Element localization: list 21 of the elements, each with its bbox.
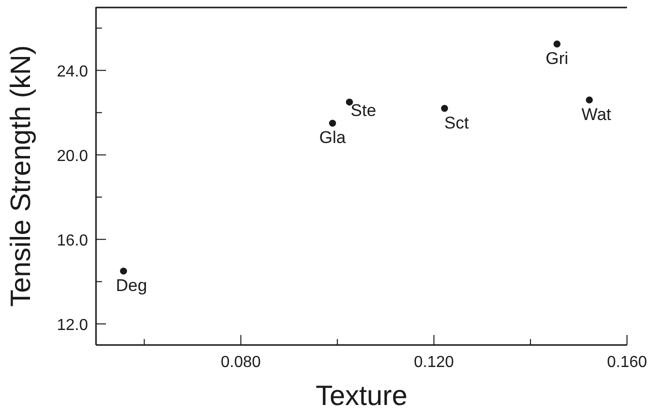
- point: [441, 104, 448, 112]
- point: [586, 96, 593, 104]
- y-tick-label: 24.0: [56, 63, 88, 80]
- y-tick-label: 16.0: [56, 232, 88, 250]
- y-tick-label: 20.0: [56, 148, 88, 165]
- annotation: Gla: [319, 128, 346, 148]
- y-axis-title: Tensile Strength (kN): [5, 45, 36, 307]
- x-axis-title: Texture: [316, 380, 408, 411]
- point: [120, 268, 128, 275]
- point: [554, 40, 561, 48]
- point: [329, 120, 336, 127]
- annotation: Sct: [444, 113, 470, 132]
- point: [346, 98, 353, 106]
- y-tick-label: 12.0: [56, 316, 88, 334]
- annotation: Gri: [546, 48, 568, 68]
- annotation: Wat: [582, 104, 612, 124]
- annotation: Ste: [350, 101, 376, 120]
- x-tick-label: 0.080: [220, 354, 261, 371]
- x-tick-label: 0.120: [414, 354, 454, 371]
- x-tick-label: 0.160: [606, 354, 648, 371]
- annotation: Deg: [116, 276, 148, 296]
